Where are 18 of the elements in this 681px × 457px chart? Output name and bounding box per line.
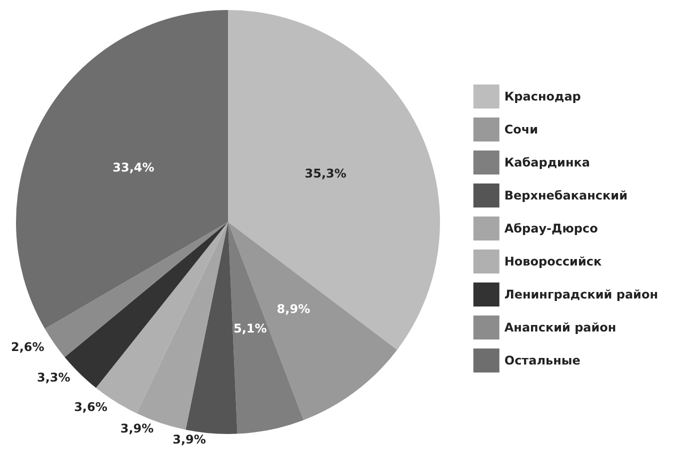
legend-label: Сочи [504, 122, 538, 136]
legend-label: Краснодар [504, 90, 582, 104]
legend-label: Ленинградский район [504, 288, 658, 302]
legend-label: Кабардинка [504, 156, 590, 170]
legend-label: Абрау-Дюрсо [504, 222, 598, 236]
data-label: 3,3% [37, 370, 70, 385]
data-label: 8,9% [276, 302, 310, 316]
data-label: 2,6% [10, 340, 44, 354]
legend-label: Анапский район [504, 320, 616, 334]
legend-label: Остальные [504, 354, 580, 368]
data-label: 3,9% [120, 422, 154, 436]
legend-label: Новороссийск [504, 254, 602, 268]
data-label: 3,6% [74, 400, 108, 414]
data-label: 33,4% [112, 160, 154, 175]
legend-label: Верхнебаканский [504, 188, 628, 202]
data-label: 35,3% [304, 166, 346, 180]
data-label: 5,1% [233, 322, 267, 336]
data-label: 3,9% [172, 432, 206, 446]
